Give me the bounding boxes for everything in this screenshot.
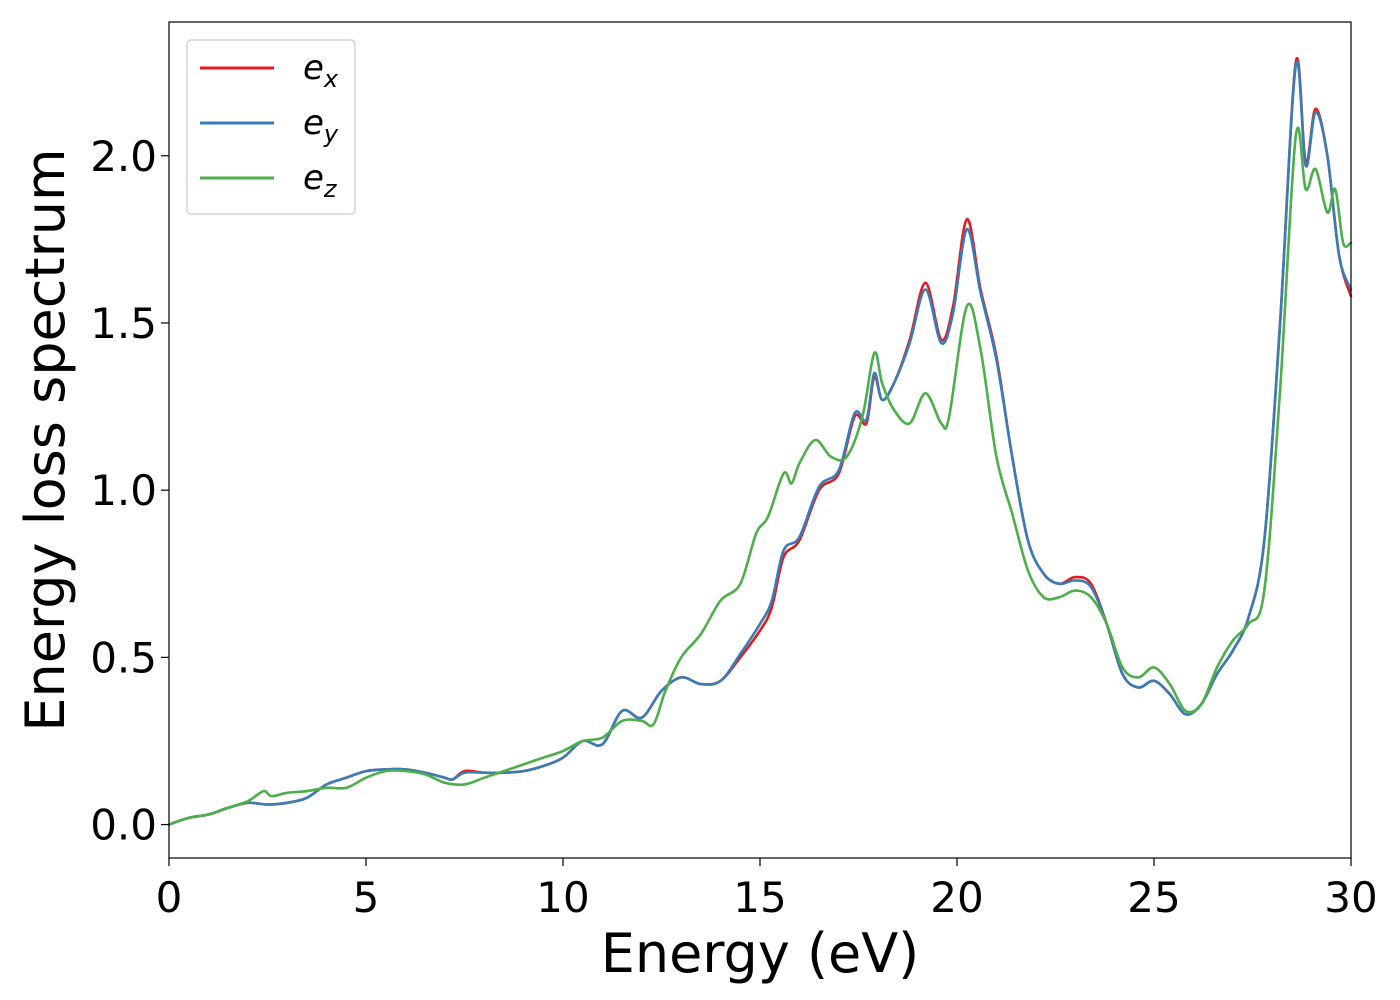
x-tick-label: 30 bbox=[1324, 873, 1377, 922]
y-tick-label: 0.0 bbox=[90, 801, 157, 850]
y-tick-label: 2.0 bbox=[90, 132, 157, 181]
x-tick-label: 20 bbox=[930, 873, 983, 922]
x-axis-title: Energy (eV) bbox=[601, 922, 920, 985]
legend-label-x: ex bbox=[303, 48, 339, 93]
x-tick-label: 5 bbox=[353, 873, 380, 922]
y-tick-label: 1.0 bbox=[90, 466, 157, 515]
y-axis: 0.0 0.5 1.0 1.5 2.0 bbox=[90, 132, 169, 850]
y-axis-title: Energy loss spectrum bbox=[14, 148, 77, 731]
legend-label-y: ey bbox=[303, 103, 339, 148]
y-tick-label: 0.5 bbox=[90, 633, 157, 682]
x-tick-label: 10 bbox=[536, 873, 589, 922]
x-tick-label: 0 bbox=[156, 873, 183, 922]
x-tick-label: 15 bbox=[733, 873, 786, 922]
series-line-z bbox=[167, 126, 1353, 826]
plot-area bbox=[169, 22, 1351, 858]
legend: ex ey ez bbox=[186, 39, 356, 215]
series-layer bbox=[167, 57, 1353, 826]
series-line-y bbox=[167, 60, 1353, 826]
x-axis: 0 5 10 15 20 25 30 bbox=[156, 858, 1378, 922]
legend-box bbox=[186, 39, 356, 215]
legend-label-z: ez bbox=[303, 158, 338, 203]
y-tick-label: 1.5 bbox=[90, 299, 157, 348]
x-tick-label: 25 bbox=[1127, 873, 1180, 922]
